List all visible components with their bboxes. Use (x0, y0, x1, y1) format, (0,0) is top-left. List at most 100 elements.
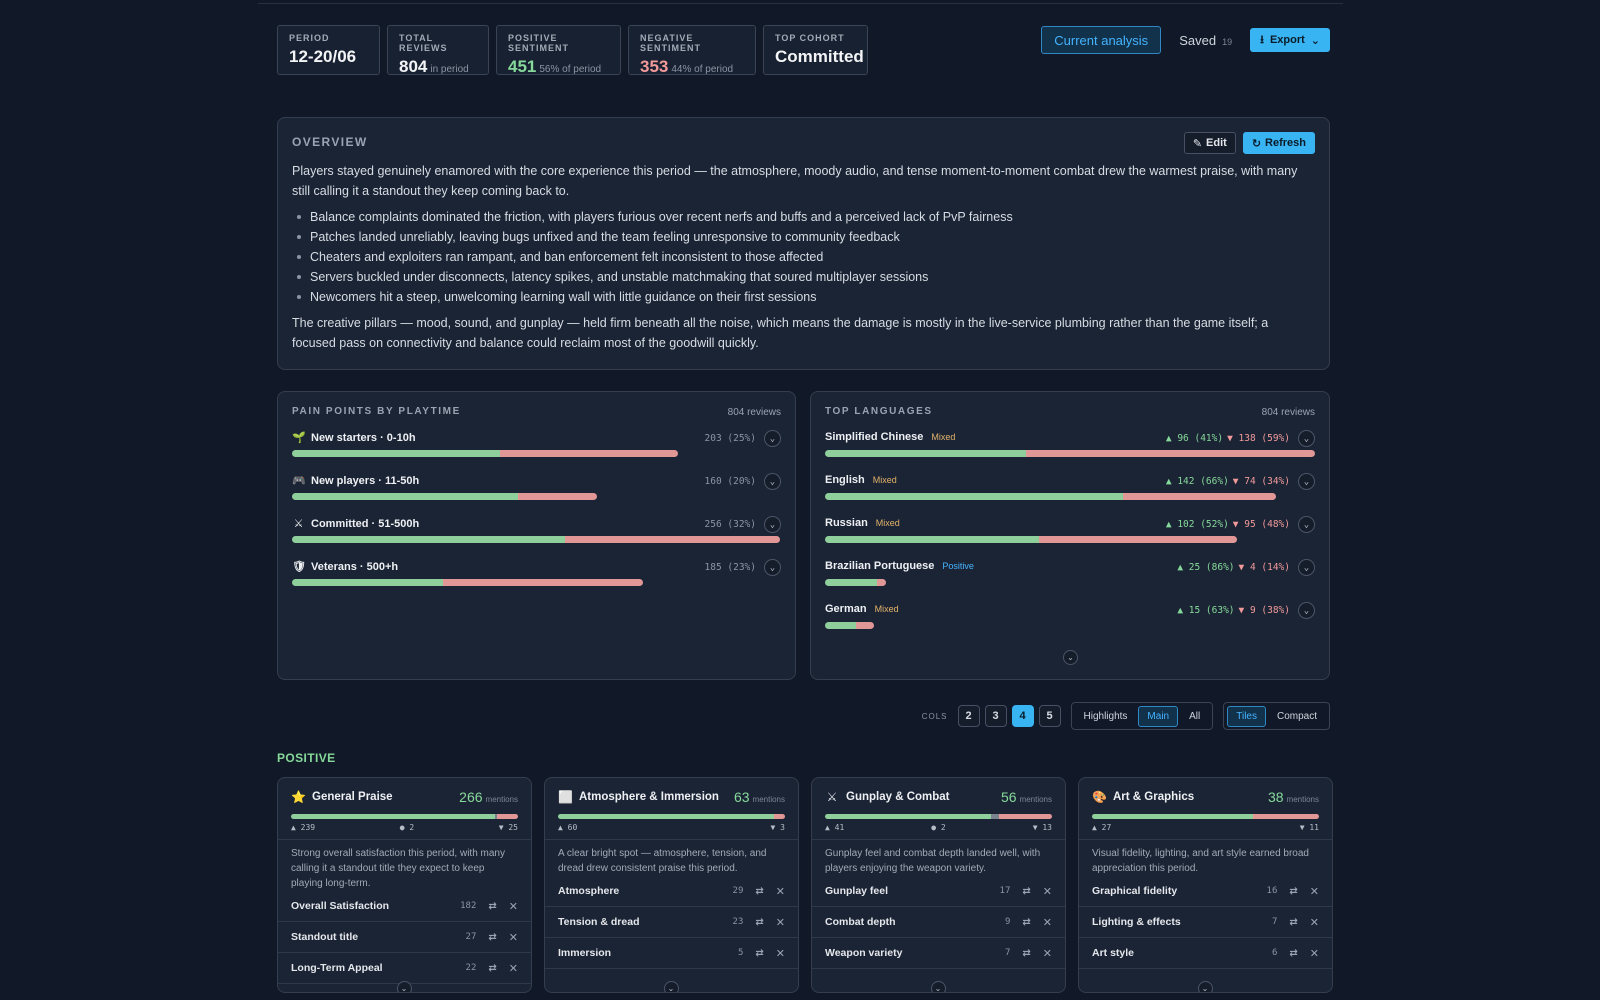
cols-option-5[interactable]: 5 (1038, 705, 1061, 727)
subtopic-label: Immersion (558, 947, 612, 959)
expand-row-button[interactable]: ⌄ (1298, 430, 1315, 447)
language-row: Simplified Chinese Mixed ▲ 96 (41%) ▼ 138 (… (825, 429, 1315, 472)
subtopic-row[interactable]: Gunplay feel 17 ⇄ ✕ (812, 876, 1065, 907)
close-icon[interactable]: ✕ (775, 916, 785, 929)
view-compact[interactable]: Compact (1276, 710, 1317, 722)
expand-tile-button[interactable]: ⌄ (930, 981, 946, 992)
subtopic-row[interactable]: Standout title 27 ⇄ ✕ (278, 922, 531, 953)
negative-segment (999, 814, 1052, 819)
saved-button[interactable]: Saved 19 (1179, 33, 1232, 48)
close-icon[interactable]: ✕ (775, 947, 785, 960)
language-row: Brazilian Portuguese Positive ▲ 25 (86%) ▼ … (825, 558, 1315, 601)
filter-all[interactable]: All (1189, 710, 1201, 722)
subtopic-count: 7 (1004, 948, 1011, 958)
language-row-stats: ▲ 96 (41%) ▼ 138 (59%) ⌄ (1166, 430, 1315, 447)
negative-count: ▼ 74 (34%) (1232, 476, 1290, 487)
sentiment-bar (292, 579, 644, 586)
negative-count: ▼ 138 (59%) (1227, 433, 1290, 444)
close-icon[interactable]: ✕ (775, 885, 785, 898)
close-icon[interactable]: ✕ (1309, 885, 1319, 898)
pencil-icon: ✎ (1192, 137, 1203, 150)
subtopic-row[interactable]: Combat depth 9 ⇄ ✕ (812, 907, 1065, 938)
view-tiles[interactable]: Tiles (1227, 705, 1266, 727)
compare-icon[interactable]: ⇄ (1022, 916, 1031, 928)
expand-row-button[interactable]: ⌄ (1298, 559, 1315, 576)
subtopic-count: 22 (465, 963, 477, 973)
subtopic-row[interactable]: Atmosphere 29 ⇄ ✕ (545, 876, 798, 907)
cols-option-4[interactable]: 4 (1011, 705, 1034, 727)
close-icon[interactable]: ✕ (1042, 947, 1052, 960)
pain-row-label: 🌱 New starters · 0-10h (292, 429, 781, 445)
compare-icon[interactable]: ⇄ (755, 916, 764, 928)
expand-tile-button[interactable]: ⌄ (663, 981, 679, 992)
compare-icon[interactable]: ⇄ (1289, 947, 1298, 959)
positive-segment (825, 622, 856, 629)
expand-tile-button[interactable]: ⌄ (1197, 981, 1213, 992)
filter-toggle: Highlights Main All (1070, 702, 1214, 730)
expand-row-button[interactable]: ⌄ (1298, 473, 1315, 490)
expand-row-button[interactable]: ⌄ (1298, 602, 1315, 619)
compare-icon[interactable]: ⇄ (488, 962, 497, 974)
tile-title: Gunplay & Combat (846, 791, 950, 803)
close-icon[interactable]: ✕ (508, 962, 518, 975)
tile-sentiment-legend: ▲ 27 ▼ 11 (1092, 823, 1319, 832)
negative-count: ▼ 9 (38%) (1238, 605, 1290, 616)
expand-row-button[interactable]: ⌄ (764, 516, 781, 533)
subtopic-row[interactable]: Immersion 5 ⇄ ✕ (545, 938, 798, 969)
positive-segment (292, 493, 518, 500)
subtopic-row[interactable]: Weapon variety 7 ⇄ ✕ (812, 938, 1065, 969)
positive-count: ▲ 25 (86%) (1177, 562, 1235, 573)
subtopic-row[interactable]: Art style 6 ⇄ ✕ (1079, 938, 1332, 969)
stat-value: 353 (640, 57, 669, 76)
close-icon[interactable]: ✕ (508, 931, 518, 944)
expand-row-button[interactable]: ⌄ (1298, 516, 1315, 533)
cols-option-3[interactable]: 3 (984, 705, 1007, 727)
filter-main[interactable]: Main (1138, 705, 1179, 727)
tile-title: Atmosphere & Immersion (579, 791, 719, 803)
compare-icon[interactable]: ⇄ (488, 900, 497, 912)
current-analysis-button[interactable]: Current analysis (1041, 26, 1162, 54)
negative-segment (500, 450, 678, 457)
export-button[interactable]: ⭳ Export ⌄ (1250, 28, 1330, 52)
negative-count: ▼ 11 (1299, 823, 1319, 832)
edit-button[interactable]: ✎ Edit (1183, 132, 1236, 154)
subtopic-row[interactable]: Lighting & effects 7 ⇄ ✕ (1079, 907, 1332, 938)
close-icon[interactable]: ✕ (1309, 916, 1319, 929)
subtopic-row[interactable]: Overall Satisfaction 182 ⇄ ✕ (278, 891, 531, 922)
expand-row-button[interactable]: ⌄ (764, 430, 781, 447)
compare-icon[interactable]: ⇄ (755, 885, 764, 897)
subtopic-count: 29 (732, 886, 744, 896)
language-row-label: Russian Mixed (825, 515, 1315, 529)
top-languages-title: TOP LANGUAGES (825, 406, 933, 417)
positive-segment (825, 536, 1040, 543)
theme-tiles: ⭐ General Praise 266 mentions ▲ 239 ● 2 ▼ 25 St… (277, 777, 1333, 993)
close-icon[interactable]: ✕ (1309, 947, 1319, 960)
expand-tile-button[interactable]: ⌄ (396, 981, 412, 992)
subtopic-row[interactable]: Tension & dread 23 ⇄ ✕ (545, 907, 798, 938)
expand-row-button[interactable]: ⌄ (764, 559, 781, 576)
filter-highlights[interactable]: Highlights (1083, 710, 1128, 722)
positive-segment (291, 814, 495, 819)
cols-option-2[interactable]: 2 (957, 705, 980, 727)
close-icon[interactable]: ✕ (1042, 885, 1052, 898)
stat-value: Committed (775, 47, 864, 66)
expand-row-button[interactable]: ⌄ (764, 473, 781, 490)
compare-icon[interactable]: ⇄ (1289, 916, 1298, 928)
subtopic-row[interactable]: Long-Term Appeal 22 ⇄ ✕ (278, 953, 531, 984)
compare-icon[interactable]: ⇄ (488, 931, 497, 943)
list-item: Patches landed unreliably, leaving bugs … (296, 227, 1315, 247)
positive-count: ▲ 41 (825, 823, 845, 832)
list-item: Cheaters and exploiters ran rampant, and… (296, 247, 1315, 267)
expand-languages-button[interactable]: ⌄ (1063, 650, 1078, 665)
positive-count: ▲ 96 (41%) (1165, 433, 1224, 444)
compare-icon[interactable]: ⇄ (755, 947, 764, 959)
compare-icon[interactable]: ⇄ (1022, 885, 1031, 897)
neutral-count: ● 2 (399, 823, 415, 832)
compare-icon[interactable]: ⇄ (1022, 947, 1031, 959)
close-icon[interactable]: ✕ (1042, 916, 1052, 929)
negative-segment (1253, 814, 1319, 819)
close-icon[interactable]: ✕ (508, 900, 518, 913)
refresh-button[interactable]: ↻ Refresh (1242, 132, 1315, 154)
subtopic-row[interactable]: Graphical fidelity 16 ⇄ ✕ (1079, 876, 1332, 907)
compare-icon[interactable]: ⇄ (1289, 885, 1298, 897)
